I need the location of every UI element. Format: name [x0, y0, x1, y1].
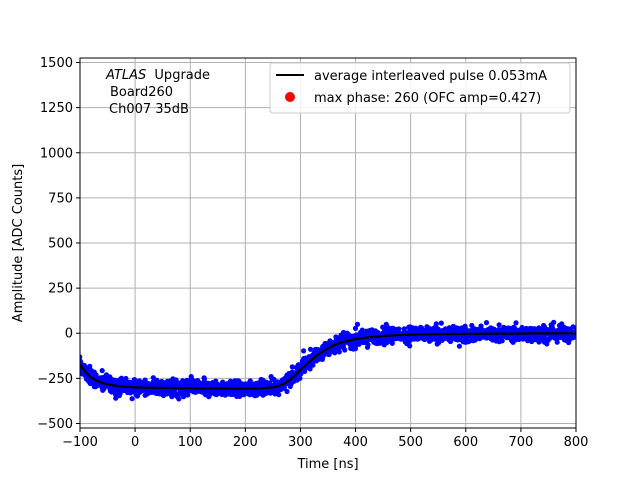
scatter-point [438, 320, 444, 326]
y-tick-label: 1500 [40, 56, 73, 71]
y-tick-label: −250 [37, 372, 73, 387]
y-axis-label: Amplitude [ADC Counts] [11, 164, 26, 322]
legend-label-max-phase: max phase: 260 (OFC amp=0.427) [314, 91, 541, 106]
scatter-point [297, 375, 303, 381]
y-tick-label: 750 [48, 191, 73, 206]
annotation-line1: ATLAS Upgrade [105, 68, 210, 83]
x-tick-label: 100 [178, 435, 203, 450]
legend: average interleaved pulse 0.053mA max ph… [269, 62, 571, 114]
x-axis-label: Time [ns] [296, 457, 358, 472]
x-tick-label: 300 [288, 435, 313, 450]
scatter-point [310, 362, 316, 368]
scatter-point [433, 321, 439, 327]
scatter-point [176, 396, 182, 402]
scatter-point [336, 349, 342, 355]
legend-box [269, 62, 571, 114]
annotation-board: Board260 [110, 85, 173, 100]
scatter-point [201, 376, 207, 382]
scatter-point [99, 368, 105, 374]
y-tick-label: −500 [37, 417, 73, 432]
legend-marker-max-phase [285, 92, 295, 102]
y-tick-label: 500 [48, 237, 73, 252]
annotation: ATLAS Upgrade Board260 Ch007 35dB [105, 68, 210, 117]
scatter-point [513, 320, 519, 326]
scatter-point [447, 338, 454, 345]
scatter-point [496, 322, 502, 328]
x-tick-label: 800 [564, 435, 589, 450]
y-tick-label: 1250 [40, 101, 73, 116]
scatter-point [551, 319, 557, 325]
x-tick-label: 200 [233, 435, 258, 450]
scatter-point [289, 364, 295, 370]
scatter-point [483, 320, 490, 326]
average-pulse-line [80, 332, 576, 390]
scatter-point [499, 338, 505, 344]
scatter-point [307, 346, 314, 352]
scatter-point [354, 321, 361, 327]
y-tick-label: 250 [48, 282, 73, 297]
x-tick-label: −100 [62, 435, 98, 450]
scatter-point [247, 378, 253, 384]
legend-label-average-pulse: average interleaved pulse 0.053mA [314, 69, 547, 84]
scatter-point [396, 326, 402, 332]
y-tick-label: 0 [65, 327, 73, 342]
scatter-point [365, 342, 371, 348]
scatter-point [342, 347, 348, 353]
scatter-point [389, 340, 395, 346]
y-tick-label: 1000 [40, 146, 73, 161]
scatter-point [284, 388, 290, 395]
x-tick-label: 0 [131, 435, 139, 450]
x-tick-label: 600 [453, 435, 478, 450]
scatter-point [129, 396, 135, 402]
annotation-channel: Ch007 35dB [109, 102, 189, 117]
line-series [80, 332, 576, 390]
annotation-upgrade: Upgrade [154, 68, 210, 83]
annotation-experiment: ATLAS [105, 68, 146, 83]
scatter-point [407, 343, 413, 349]
x-tick-label: 400 [343, 435, 368, 450]
scatter-point [573, 326, 576, 332]
scatter-point [573, 334, 576, 340]
x-tick-label: 500 [398, 435, 423, 450]
scatter-point [281, 384, 287, 391]
scatter-point [352, 325, 359, 331]
x-tick-label: 700 [508, 435, 533, 450]
scatter-point [276, 392, 282, 398]
scatter-point [80, 354, 83, 360]
axis-ticks: −100 0 100 200 300 400 500 600 700 800 −500 −250 0 25… [37, 56, 588, 450]
scatter-point [456, 343, 462, 349]
scatter-point [301, 348, 307, 354]
